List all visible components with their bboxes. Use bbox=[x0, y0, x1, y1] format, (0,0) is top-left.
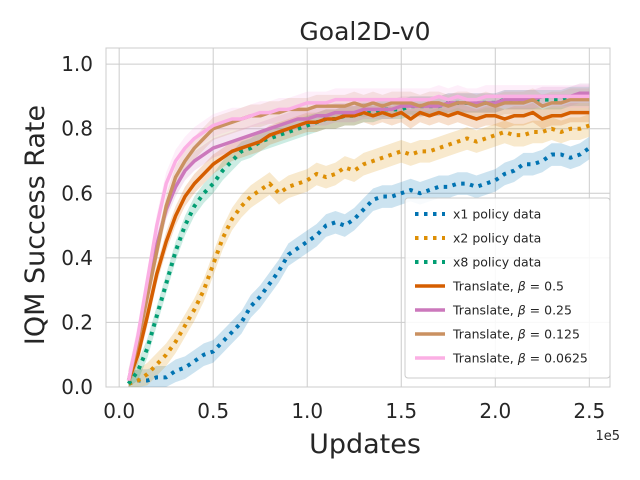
legend-label: Translate, β = 0.25 bbox=[452, 303, 572, 318]
x-axis-offset-label: 1e5 bbox=[595, 429, 620, 444]
y-tick-label: 0.4 bbox=[61, 246, 93, 270]
series-line bbox=[126, 91, 590, 381]
y-tick-label: 0.2 bbox=[61, 310, 93, 334]
legend-label: x8 policy data bbox=[453, 255, 541, 270]
legend-label: x2 policy data bbox=[453, 231, 541, 246]
y-tick-label: 0.0 bbox=[61, 375, 93, 399]
legend-label: Translate, β = 0.5 bbox=[452, 279, 564, 294]
series-line bbox=[126, 94, 590, 381]
y-tick-label: 1.0 bbox=[61, 52, 93, 76]
series-line bbox=[127, 146, 591, 386]
chart-title: Goal2D-v0 bbox=[299, 17, 430, 46]
legend-label: Translate, β = 0.125 bbox=[452, 327, 580, 342]
confidence-band bbox=[128, 136, 590, 387]
x-tick-label: 2.5 bbox=[573, 399, 605, 423]
legend-box bbox=[404, 197, 611, 379]
y-axis-label: IQM Success Rate bbox=[20, 105, 51, 345]
y-tick-label: 0.6 bbox=[61, 181, 93, 205]
x-tick-label: 1.0 bbox=[291, 399, 323, 423]
series-line bbox=[126, 110, 590, 382]
series-line bbox=[126, 97, 590, 381]
x-axis-label: Updates bbox=[309, 429, 421, 460]
x-axis-ticks: 0.0 0.5 1.0 1.5 2.0 2.5 bbox=[103, 399, 605, 423]
series-lines bbox=[126, 91, 591, 386]
y-axis-ticks: 0.0 0.2 0.4 0.6 0.8 1.0 bbox=[61, 52, 93, 399]
legend-label: x1 policy data bbox=[453, 207, 541, 222]
y-tick-label: 0.8 bbox=[61, 117, 93, 141]
series-line bbox=[127, 123, 590, 386]
x-tick-label: 0.0 bbox=[103, 399, 135, 423]
legend: x1 policy data x2 policy data x8 policy da… bbox=[404, 197, 611, 379]
x-tick-label: 0.5 bbox=[197, 399, 229, 423]
x-tick-label: 2.0 bbox=[479, 399, 511, 423]
legend-label: Translate, β = 0.0625 bbox=[452, 351, 588, 366]
x-tick-label: 1.5 bbox=[385, 399, 417, 423]
